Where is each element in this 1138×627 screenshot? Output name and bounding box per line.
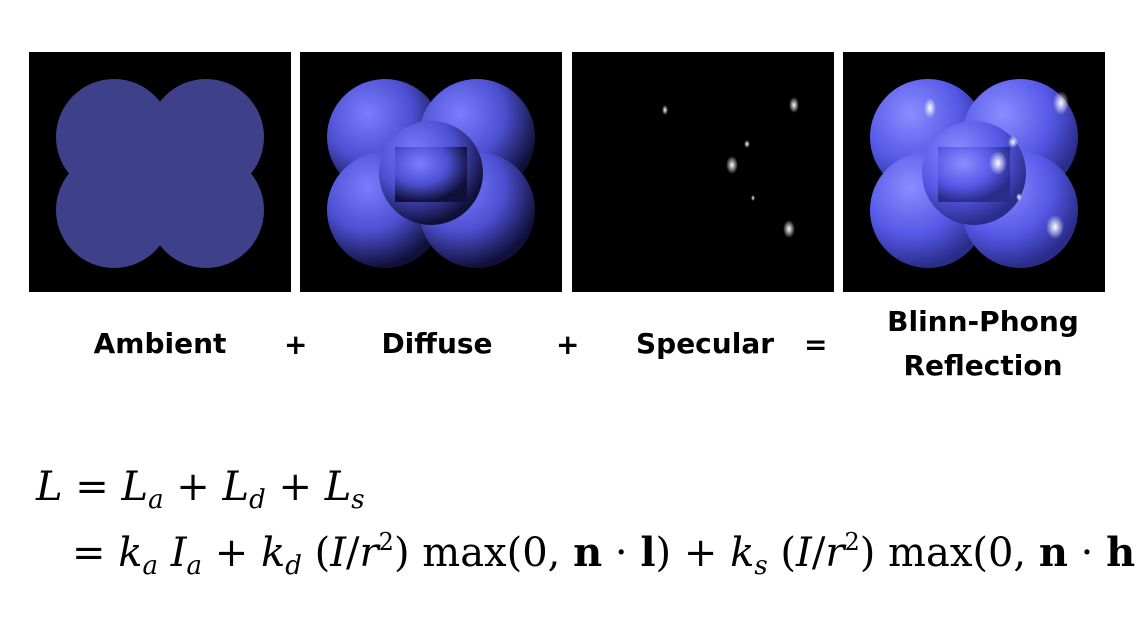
plus-operator-1: + bbox=[284, 328, 308, 361]
diffuse-panel bbox=[300, 52, 562, 292]
ambient-panel bbox=[29, 52, 291, 292]
equation-line-1: L = La + Ld + Ls bbox=[36, 464, 365, 515]
blinn-phong-label: Blinn-Phong Reflection bbox=[863, 300, 1103, 388]
blinn-phong-label-line2: Reflection bbox=[903, 349, 1063, 382]
blinn-phong-label-line1: Blinn-Phong bbox=[887, 305, 1079, 338]
diffuse-label: Diffuse bbox=[381, 327, 493, 360]
equation-line-2: = ka Ia + kd (I/r2) max(0, n · l) + ks (… bbox=[72, 528, 1138, 581]
ambient-label: Ambient bbox=[93, 327, 227, 360]
specular-panel bbox=[572, 52, 834, 292]
plus-operator-2: + bbox=[556, 328, 580, 361]
blinn-phong-panel bbox=[843, 52, 1105, 292]
equals-operator: = bbox=[804, 328, 828, 361]
specular-label: Specular bbox=[635, 327, 775, 360]
